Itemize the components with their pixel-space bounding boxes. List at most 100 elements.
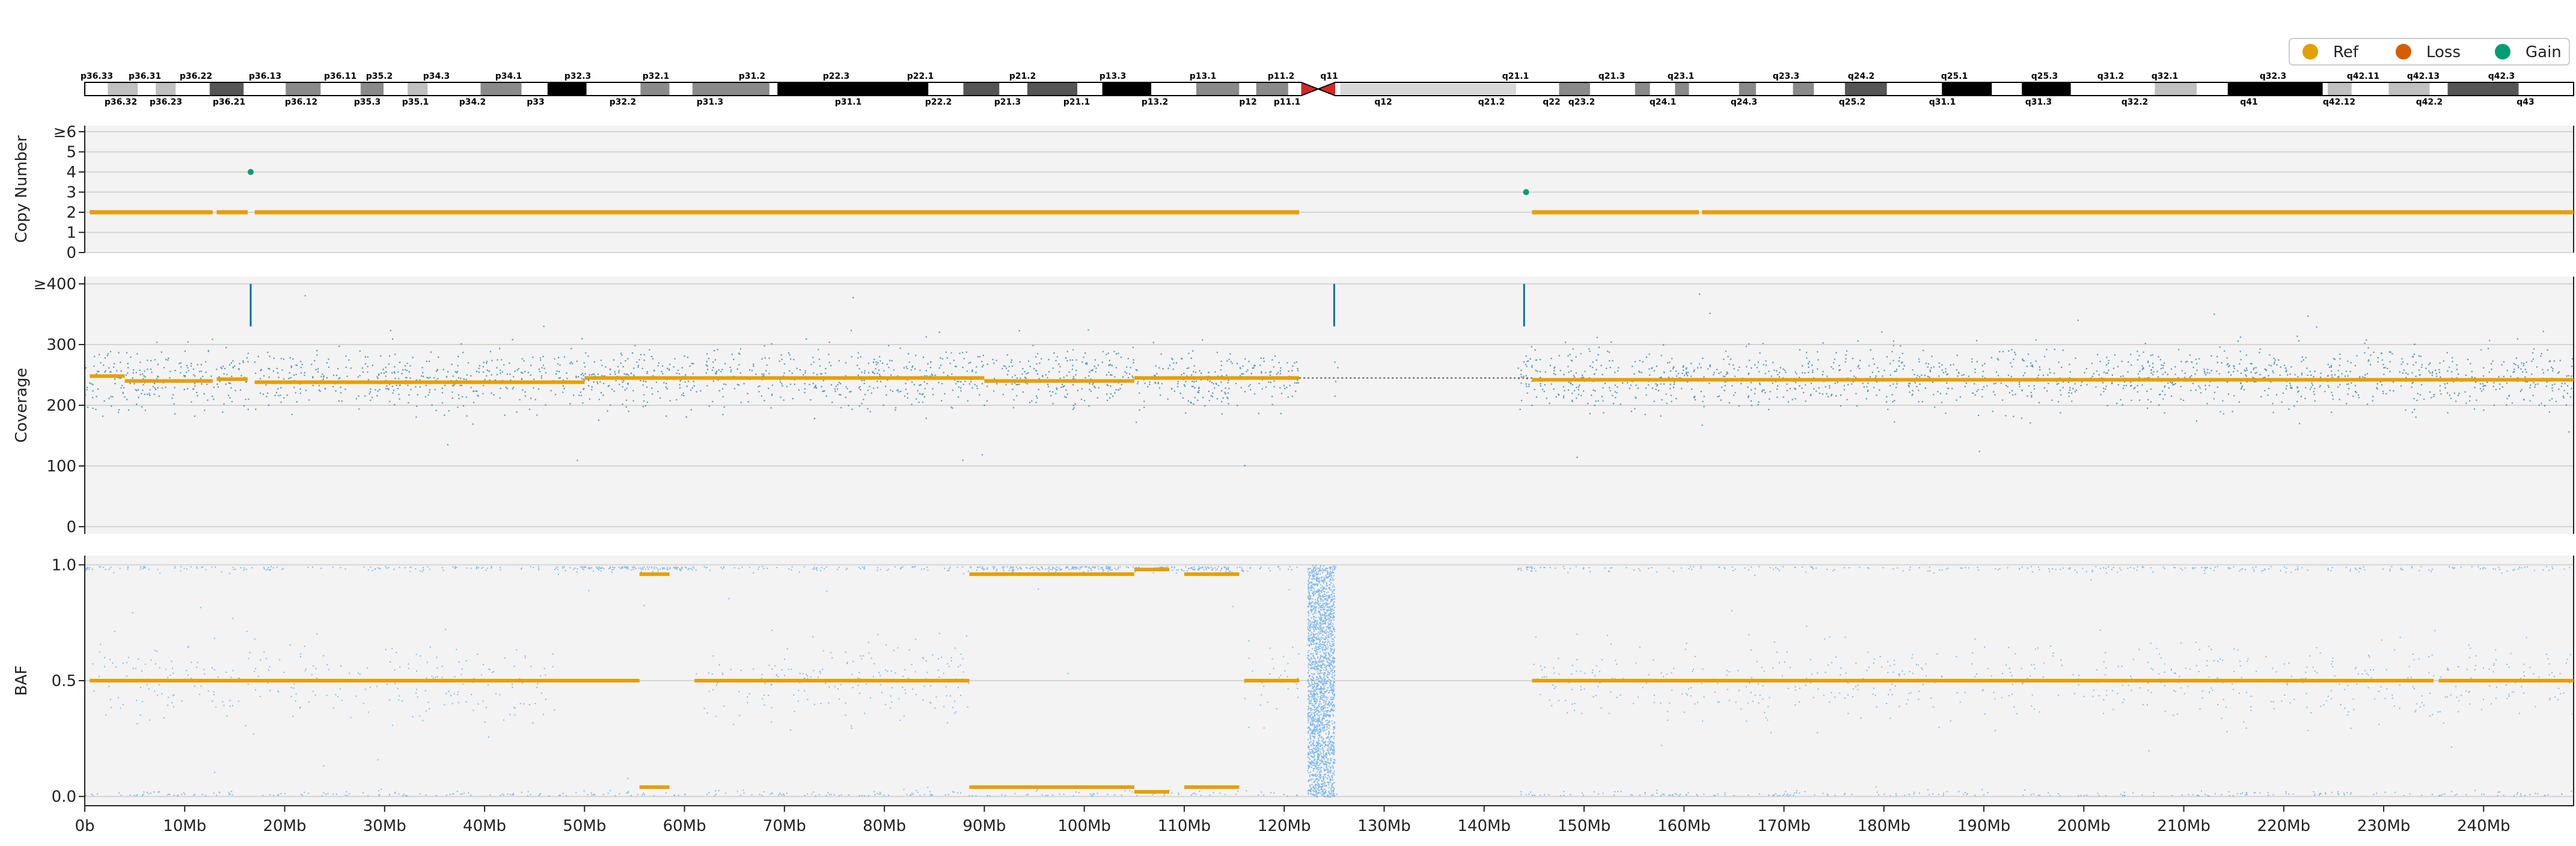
band bbox=[1814, 82, 1845, 96]
band bbox=[408, 82, 428, 96]
band bbox=[999, 82, 1027, 96]
band-label-bottom: p36.32 bbox=[105, 97, 137, 107]
band bbox=[1739, 82, 1756, 96]
loss-legend-label: Loss bbox=[2426, 43, 2461, 61]
band bbox=[1516, 82, 1559, 96]
band-label-top: p35.2 bbox=[366, 72, 393, 81]
x-tick-label: 0b bbox=[75, 817, 94, 835]
x-tick-label: 230Mb bbox=[2357, 817, 2411, 835]
band-label-top: q31.2 bbox=[2097, 72, 2125, 81]
band-label-top: p31.2 bbox=[739, 72, 766, 81]
y-tick-label: 100 bbox=[46, 458, 76, 476]
x-tick-label: 40Mb bbox=[463, 817, 506, 835]
band-label-bottom: p36.23 bbox=[150, 97, 182, 107]
band-label-bottom: q42.12 bbox=[2323, 97, 2355, 107]
band-label-top: q42.11 bbox=[2347, 72, 2379, 81]
x-tick-label: 80Mb bbox=[863, 817, 906, 835]
band-label-top: p13.1 bbox=[1190, 72, 1217, 81]
band-label-top: q21.1 bbox=[1502, 72, 1529, 81]
y-tick-label: 200 bbox=[46, 397, 76, 415]
band-label-top: q23.1 bbox=[1668, 72, 1695, 81]
band bbox=[176, 82, 210, 96]
band-label-bottom: q43 bbox=[2516, 97, 2535, 107]
y-tick-label: 0 bbox=[66, 244, 76, 262]
band-label-bottom: p11.1 bbox=[1274, 97, 1301, 107]
band bbox=[669, 82, 693, 96]
band-label-top: p36.31 bbox=[129, 72, 161, 81]
gain-point bbox=[248, 169, 254, 176]
band bbox=[209, 82, 244, 96]
x-tick-label: 210Mb bbox=[2157, 817, 2210, 835]
centromere-q bbox=[1318, 82, 1335, 96]
band-label-bottom: p31.3 bbox=[697, 97, 724, 107]
band bbox=[1992, 82, 2022, 96]
band-label-top: p34.3 bbox=[423, 72, 450, 81]
band bbox=[1793, 82, 1814, 96]
x-tick-label: 60Mb bbox=[663, 817, 706, 835]
band-label-top: q32.3 bbox=[2260, 72, 2287, 81]
band bbox=[286, 82, 321, 96]
x-tick-label: 90Mb bbox=[962, 817, 1006, 835]
plot-area bbox=[85, 126, 2574, 253]
band-label-bottom: p31.1 bbox=[835, 97, 862, 107]
band bbox=[2227, 82, 2323, 96]
ref-legend-marker bbox=[2302, 44, 2318, 60]
copy-number-ylabel: Copy Number bbox=[13, 135, 31, 243]
band bbox=[320, 82, 361, 96]
y-tick-label: 3 bbox=[66, 184, 76, 202]
coverage-panel: 0 100 200 300 ≥400 Coverage bbox=[13, 275, 2575, 536]
band bbox=[1151, 82, 1196, 96]
band-label-bottom: q31.3 bbox=[2025, 97, 2052, 107]
x-tick-label: 100Mb bbox=[1057, 817, 1111, 835]
x-tick-label: 20Mb bbox=[263, 817, 307, 835]
band bbox=[2388, 82, 2430, 96]
copy-number-panel: 0 1 2 3 4 5 ≥6 Copy Number bbox=[13, 123, 2574, 262]
band-label-bottom: p36.21 bbox=[213, 97, 245, 107]
band-label-bottom: p33 bbox=[527, 97, 545, 107]
band-label-bottom: p34.2 bbox=[459, 97, 486, 107]
baf-panel: 0.0 0.5 1.0 BAF bbox=[13, 556, 2574, 806]
band bbox=[1102, 82, 1152, 96]
band-label-top: p13.3 bbox=[1100, 72, 1127, 81]
band-label-top: p36.11 bbox=[324, 72, 356, 81]
band bbox=[1077, 82, 1103, 96]
band-label-top: q42.13 bbox=[2407, 72, 2440, 81]
x-tick-label: 150Mb bbox=[1558, 817, 1611, 835]
band bbox=[138, 82, 156, 96]
y-tick-label: 1 bbox=[66, 224, 76, 242]
band bbox=[1635, 82, 1650, 96]
band bbox=[384, 82, 408, 96]
band-label-top: q21.3 bbox=[1599, 72, 1626, 81]
band-label-top: q11 bbox=[1320, 72, 1338, 81]
band bbox=[1256, 82, 1288, 96]
x-axis: 0b 10Mb 20Mb 30Mb 40Mb 50Mb 60Mb 70Mb 80Mb 90Mb 10… bbox=[75, 805, 2574, 835]
x-tick-label: 200Mb bbox=[2057, 817, 2111, 835]
band-q12 bbox=[1340, 84, 1516, 94]
band-label-top: q25.3 bbox=[2031, 72, 2058, 81]
band bbox=[480, 82, 522, 96]
band bbox=[1650, 82, 1675, 96]
loss-legend-marker bbox=[2396, 44, 2411, 60]
gain-legend-marker bbox=[2495, 44, 2510, 60]
band-label-top: q24.2 bbox=[1848, 72, 1875, 81]
band bbox=[85, 82, 108, 96]
band bbox=[1027, 82, 1078, 96]
band-label-top: q23.3 bbox=[1773, 72, 1800, 81]
band bbox=[2155, 82, 2197, 96]
band-label-top: p36.13 bbox=[249, 72, 281, 81]
band bbox=[2022, 82, 2071, 96]
band bbox=[1942, 82, 1992, 96]
band bbox=[2447, 82, 2519, 96]
band bbox=[1689, 82, 1739, 96]
band bbox=[156, 82, 176, 96]
band-label-top: p21.2 bbox=[1009, 72, 1036, 81]
band-label-top: p22.3 bbox=[823, 72, 850, 81]
band-label-bottom: p35.1 bbox=[402, 97, 429, 107]
x-tick-label: 190Mb bbox=[1957, 817, 2011, 835]
band bbox=[2429, 82, 2448, 96]
band bbox=[1239, 82, 1256, 96]
band-label-bottom: p21.1 bbox=[1063, 97, 1091, 107]
band-label-bottom: p13.2 bbox=[1142, 97, 1169, 107]
centromere-p bbox=[1301, 82, 1318, 96]
